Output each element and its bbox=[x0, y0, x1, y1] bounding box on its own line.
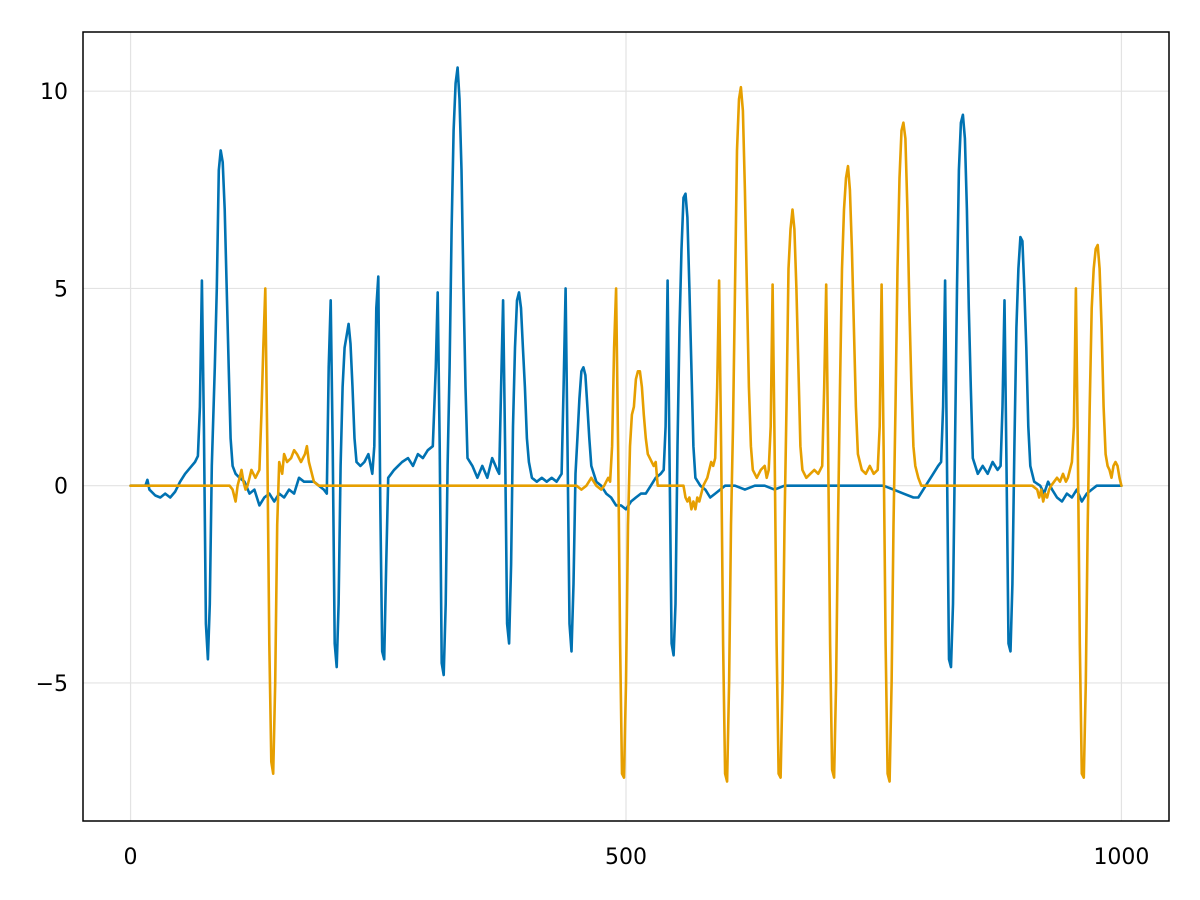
series-line-1 bbox=[129, 66, 1123, 677]
x-tick-label: 1000 bbox=[1093, 845, 1149, 870]
y-tick-label: 0 bbox=[54, 475, 68, 500]
x-axis-ticks: 0 500 1000 bbox=[124, 845, 1150, 870]
y-tick-label: −5 bbox=[36, 672, 68, 697]
series-line-2 bbox=[129, 85, 1123, 783]
x-tick-label: 500 bbox=[605, 845, 647, 870]
series-layer bbox=[129, 66, 1123, 783]
y-tick-label: 5 bbox=[54, 277, 68, 302]
y-tick-label: 10 bbox=[40, 80, 68, 105]
plot-frame bbox=[82, 31, 1170, 822]
y-axis-ticks: −5 0 5 10 bbox=[36, 80, 68, 697]
x-tick-label: 0 bbox=[124, 845, 138, 870]
